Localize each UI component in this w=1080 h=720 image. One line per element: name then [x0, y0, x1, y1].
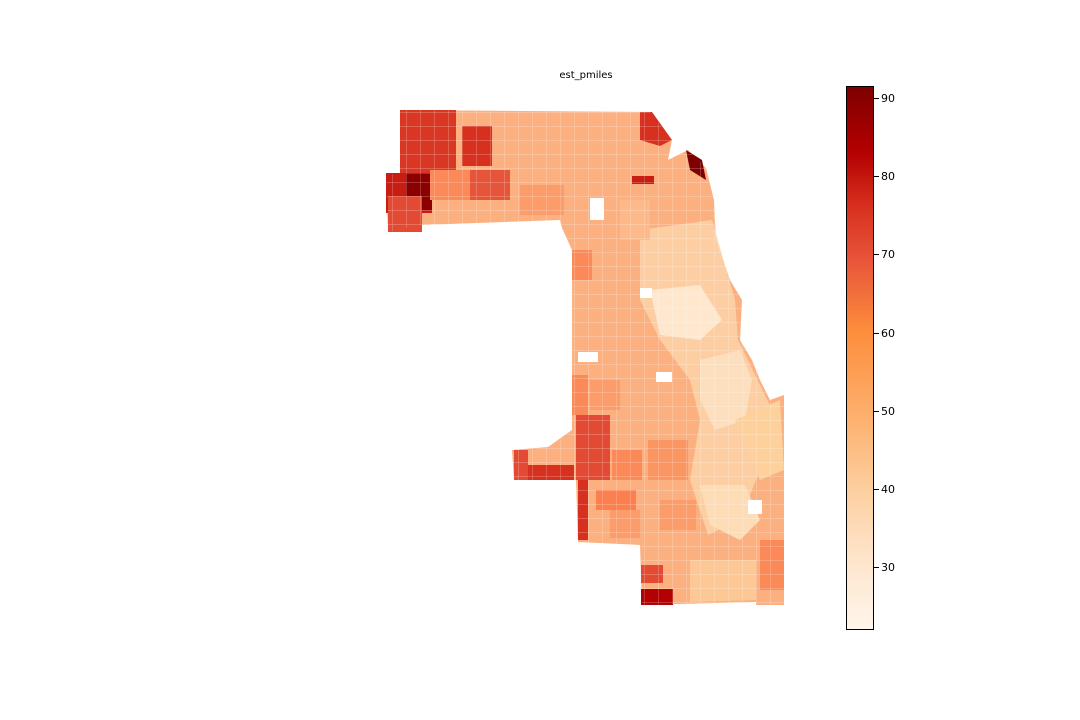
colorbar-tick [874, 332, 879, 334]
colorbar-tick-label: 90 [881, 91, 895, 105]
colorbar-tick [874, 97, 879, 99]
colorbar [846, 86, 874, 630]
colorbar-tick [874, 489, 879, 491]
colorbar-tick-label: 30 [881, 561, 895, 575]
colorbar-tick-label: 40 [881, 483, 895, 497]
colorbar-tick-label: 60 [881, 326, 895, 340]
colorbar-tick [874, 410, 879, 412]
map-title: est_pmiles [559, 70, 613, 81]
colorbar-tick-label: 70 [881, 248, 895, 262]
colorbar-tick-label: 50 [881, 404, 895, 418]
colorbar-tick [874, 176, 879, 177]
colorbar-tick-label: 80 [881, 170, 895, 183]
colorbar-tick [874, 254, 879, 256]
colorbar-tick [874, 567, 879, 569]
